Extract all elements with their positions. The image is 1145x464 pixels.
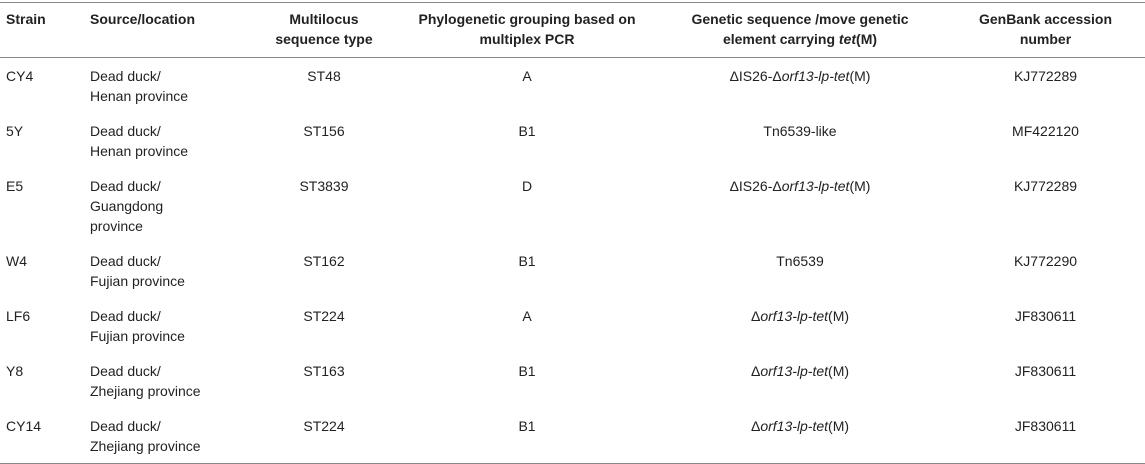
table-row: E5 Dead duck/Guangdong province ST3839 D ΔIS2… bbox=[0, 168, 1145, 243]
cell-phylogenetic-group: A bbox=[522, 68, 532, 84]
cell-genbank: JF830611 bbox=[1014, 363, 1077, 379]
header-genetic-sequence: Genetic sequence /move genetic element ca… bbox=[691, 11, 909, 47]
cell-strain: 5Y bbox=[6, 123, 24, 139]
cell-genbank: KJ772289 bbox=[1013, 178, 1078, 194]
header-row: Strain Source/location Multilocus sequenc… bbox=[0, 2, 1145, 58]
cell-genbank: KJ772290 bbox=[1013, 253, 1078, 269]
cell-phylogenetic-group: B1 bbox=[518, 123, 536, 139]
cell-genetic-sequence: Δorf13-lp-tet(M) bbox=[750, 308, 850, 324]
table-row: 5Y Dead duck/Henan province ST156 B1 Tn6539-… bbox=[0, 113, 1145, 168]
cell-source: Dead duck/Henan province bbox=[90, 68, 189, 104]
cell-source: Dead duck/Henan province bbox=[90, 123, 189, 159]
header-strain: Strain bbox=[6, 11, 46, 27]
cell-phylogenetic-group: B1 bbox=[518, 363, 536, 379]
cell-source: Dead duck/Fujian province bbox=[90, 253, 185, 289]
cell-strain: CY14 bbox=[6, 418, 42, 434]
cell-phylogenetic-group: B1 bbox=[518, 253, 536, 269]
cell-genetic-sequence: Δorf13-lp-tet(M) bbox=[750, 418, 850, 434]
cell-mlst: ST224 bbox=[303, 418, 345, 434]
table-row: CY4 Dead duck/Henan province ST48 A ΔIS26-Δo… bbox=[0, 58, 1145, 114]
table-row: W4 Dead duck/Fujian province ST162 B1 Tn6539… bbox=[0, 243, 1145, 298]
cell-genetic-sequence: Tn6539 bbox=[776, 253, 824, 269]
cell-strain: CY4 bbox=[6, 68, 34, 84]
table-row: CY14 Dead duck/Zhejiang province ST224 B1 Δo… bbox=[0, 408, 1145, 464]
header-source: Source/location bbox=[90, 11, 196, 27]
cell-mlst: ST224 bbox=[303, 308, 345, 324]
cell-mlst: ST3839 bbox=[299, 178, 349, 194]
header-phylogenetic-grouping: Phylogenetic grouping based on multiplex … bbox=[418, 11, 636, 47]
cell-strain: LF6 bbox=[6, 308, 31, 324]
cell-strain: W4 bbox=[6, 253, 27, 269]
cell-mlst: ST48 bbox=[307, 68, 341, 84]
cell-phylogenetic-group: B1 bbox=[518, 418, 536, 434]
cell-mlst: ST163 bbox=[303, 363, 345, 379]
cell-genetic-sequence: Δorf13-lp-tet(M) bbox=[750, 363, 850, 379]
cell-genbank: JF830611 bbox=[1014, 418, 1077, 434]
cell-source: Dead duck/Fujian province bbox=[90, 308, 185, 344]
table-row: Y8 Dead duck/Zhejiang province ST163 B1 Δorf… bbox=[0, 353, 1145, 408]
header-genbank: GenBank accession number bbox=[978, 11, 1113, 47]
cell-genetic-sequence: ΔIS26-Δorf13-lp-tet(M) bbox=[729, 68, 871, 84]
cell-strain: Y8 bbox=[6, 363, 24, 379]
cell-source: Dead duck/Zhejiang province bbox=[90, 418, 201, 454]
cell-mlst: ST156 bbox=[303, 123, 345, 139]
cell-genbank: JF830611 bbox=[1014, 308, 1077, 324]
cell-strain: E5 bbox=[6, 178, 24, 194]
cell-mlst: ST162 bbox=[303, 253, 345, 269]
cell-phylogenetic-group: D bbox=[521, 178, 533, 194]
cell-genetic-sequence: Tn6539-like bbox=[763, 123, 837, 139]
cell-phylogenetic-group: A bbox=[522, 308, 532, 324]
cell-genbank: MF422120 bbox=[1012, 123, 1079, 139]
table-row: LF6 Dead duck/Fujian province ST224 A Δorf13… bbox=[0, 298, 1145, 353]
cell-source: Dead duck/Zhejiang province bbox=[90, 363, 201, 399]
header-mlst: Multilocus sequence type bbox=[275, 11, 373, 47]
cell-source: Dead duck/Guangdong province bbox=[90, 178, 164, 234]
cell-genetic-sequence: ΔIS26-Δorf13-lp-tet(M) bbox=[729, 178, 871, 194]
cell-genbank: KJ772289 bbox=[1013, 68, 1078, 84]
